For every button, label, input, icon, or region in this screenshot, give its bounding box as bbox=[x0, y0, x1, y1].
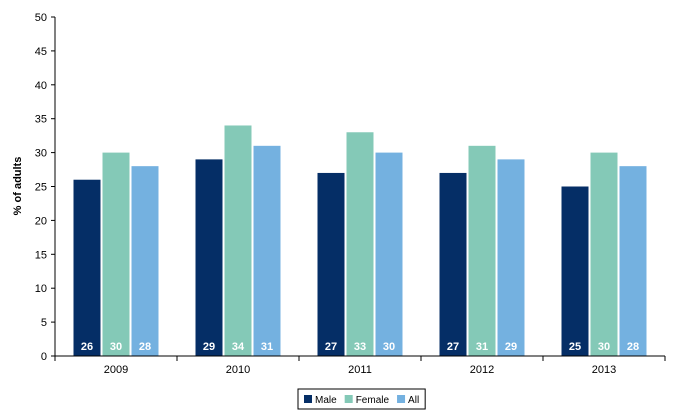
y-tick-label: 10 bbox=[35, 283, 47, 295]
bar-male-2013 bbox=[561, 186, 589, 356]
y-tick-label: 5 bbox=[41, 317, 47, 329]
bar-male-2010 bbox=[195, 159, 223, 356]
bars-layer: 26 30 28 29 34 31 27 33 30 27 31 29 25 30 28 bbox=[73, 125, 647, 356]
y-tick-label: 35 bbox=[35, 114, 47, 126]
data-label-male-2012: 27 bbox=[447, 341, 459, 353]
y-tick-label: 15 bbox=[35, 249, 47, 261]
x-tick-label-2009: 2009 bbox=[104, 364, 128, 376]
y-tick-label: 0 bbox=[41, 351, 47, 363]
bar-female-2013 bbox=[590, 152, 618, 356]
data-label-all-2012: 29 bbox=[505, 341, 517, 353]
x-tick-label-2011: 2011 bbox=[348, 364, 372, 376]
bar-all-2012 bbox=[497, 159, 525, 356]
y-tick-label: 20 bbox=[35, 215, 47, 227]
bar-male-2009 bbox=[73, 179, 101, 356]
y-tick-label: 30 bbox=[35, 148, 47, 160]
y-tick-label: 25 bbox=[35, 182, 47, 194]
data-label-female-2009: 30 bbox=[110, 341, 122, 353]
data-label-all-2010: 31 bbox=[261, 341, 273, 353]
bar-female-2012 bbox=[468, 145, 496, 356]
data-label-female-2010: 34 bbox=[232, 341, 245, 353]
data-label-all-2013: 28 bbox=[627, 341, 639, 353]
legend-label-all: All bbox=[408, 395, 419, 406]
legend-label-female: Female bbox=[356, 395, 390, 406]
bar-male-2011 bbox=[317, 172, 345, 356]
data-label-male-2010: 29 bbox=[203, 341, 215, 353]
bar-all-2013 bbox=[619, 166, 647, 356]
y-axis-title: % of adults bbox=[12, 157, 24, 216]
y-tick-label: 50 bbox=[35, 12, 47, 24]
legend-swatch-female bbox=[344, 395, 353, 403]
bar-female-2011 bbox=[346, 132, 374, 356]
data-label-male-2013: 25 bbox=[569, 341, 581, 353]
data-label-male-2009: 26 bbox=[81, 341, 93, 353]
y-tick-label: 45 bbox=[35, 46, 47, 58]
legend-swatch-male bbox=[304, 395, 312, 403]
axes-layer: 0 5 10 15 20 25 30 35 40 45 50 2009 2010 2011 2012 2013 bbox=[35, 12, 666, 376]
data-label-all-2011: 30 bbox=[383, 341, 395, 353]
data-label-male-2011: 27 bbox=[325, 341, 337, 353]
data-label-female-2011: 33 bbox=[354, 341, 366, 353]
y-tick-label: 40 bbox=[35, 80, 47, 92]
legend-box bbox=[297, 388, 426, 410]
bar-female-2009 bbox=[102, 152, 130, 356]
bar-female-2010 bbox=[224, 125, 252, 356]
legend: Male Female All bbox=[297, 388, 426, 410]
bar-male-2012 bbox=[439, 172, 467, 356]
legend-label-male: Male bbox=[315, 395, 337, 406]
data-label-female-2013: 30 bbox=[598, 341, 610, 353]
data-label-female-2012: 31 bbox=[476, 341, 488, 353]
x-tick-label-2012: 2012 bbox=[470, 364, 494, 376]
bar-all-2010 bbox=[253, 145, 281, 356]
x-tick-label-2013: 2013 bbox=[592, 364, 616, 376]
bar-all-2009 bbox=[131, 166, 159, 356]
bar-all-2011 bbox=[375, 152, 403, 356]
x-tick-label-2010: 2010 bbox=[226, 364, 250, 376]
legend-swatch-all bbox=[397, 395, 406, 403]
data-label-all-2009: 28 bbox=[139, 341, 151, 353]
